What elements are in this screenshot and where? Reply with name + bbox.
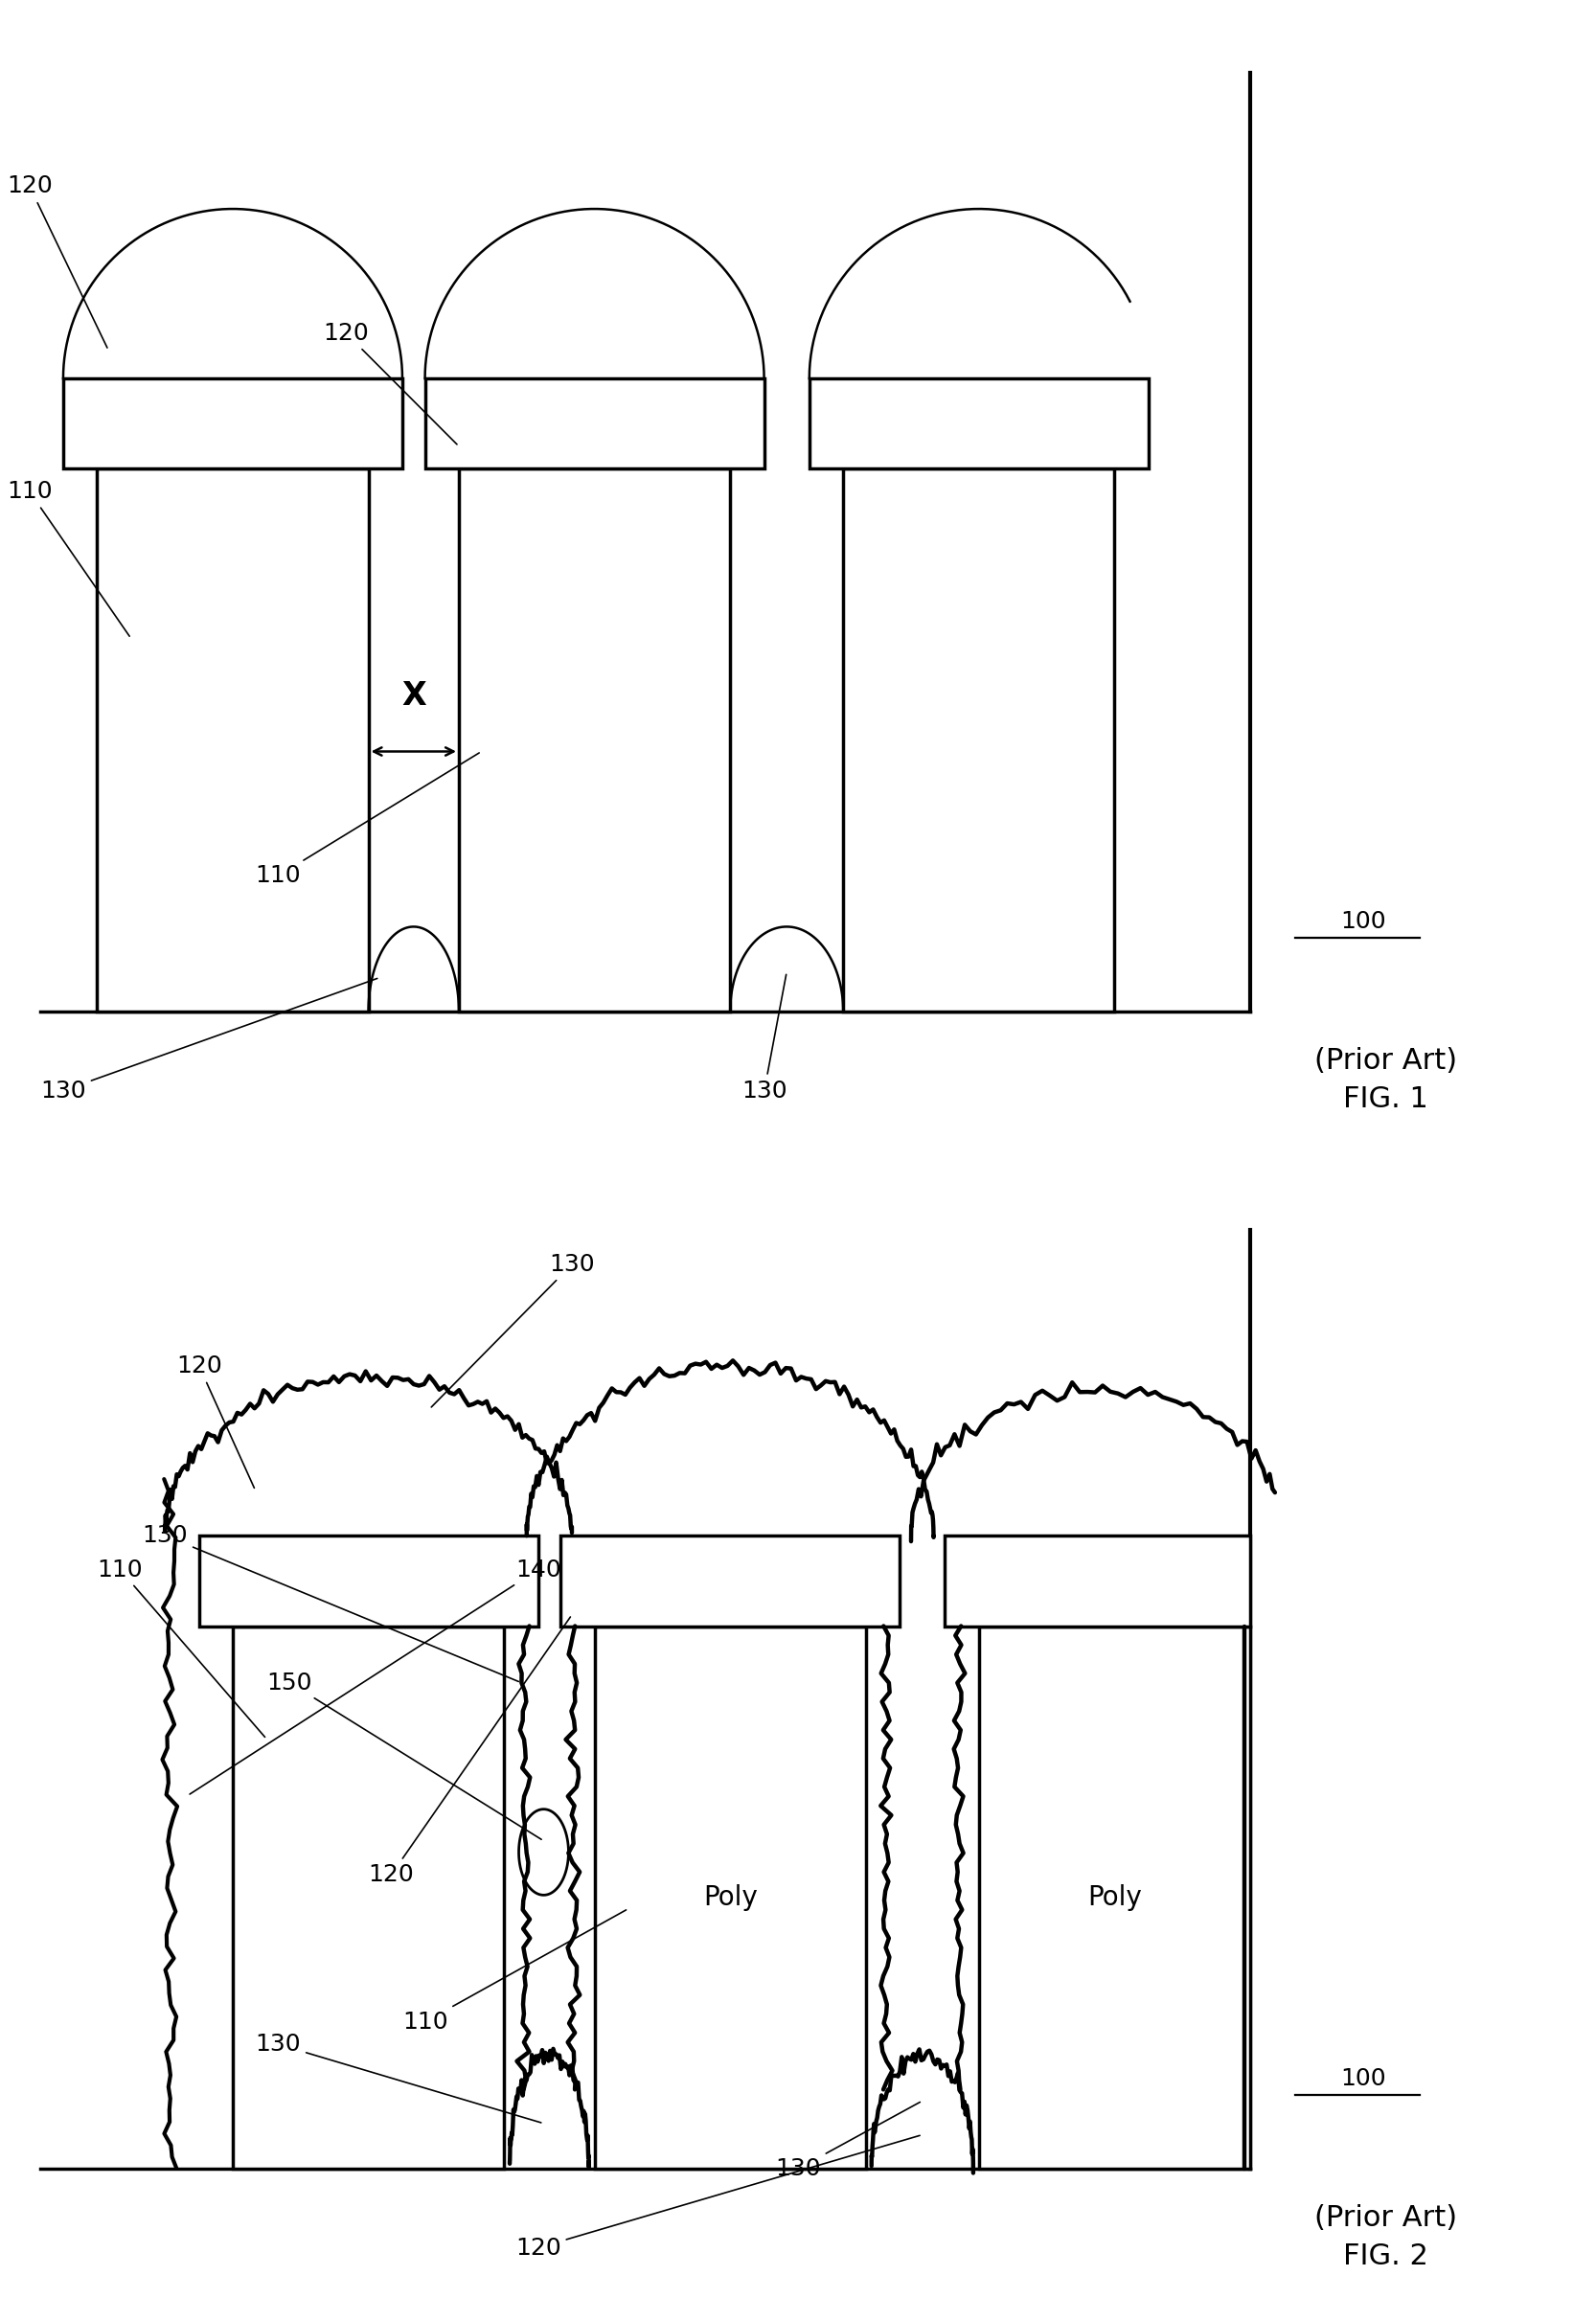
Text: 110: 110	[402, 1910, 626, 2033]
Bar	[843, 469, 1114, 1012]
Bar	[233, 1627, 504, 2168]
Text: 130: 130	[255, 2033, 541, 2124]
Text: 140: 140	[190, 1557, 562, 1794]
Text: 130: 130	[742, 975, 787, 1102]
Bar	[97, 469, 369, 1012]
Bar	[200, 1537, 538, 1627]
Text: 100: 100	[1341, 910, 1387, 933]
Bar	[595, 1627, 865, 2168]
Bar	[945, 1537, 1250, 1627]
Text: 110: 110	[255, 752, 479, 887]
Bar	[64, 378, 402, 469]
Text: Poly: Poly	[1087, 1885, 1141, 1910]
Text: 120: 120	[324, 323, 456, 443]
Text: Poly: Poly	[702, 1885, 758, 1910]
Text: 120: 120	[369, 1618, 570, 1887]
Text: 120: 120	[516, 2135, 919, 2258]
Text: 120: 120	[6, 174, 107, 348]
Text: (Prior Art)
FIG. 1: (Prior Art) FIG. 1	[1315, 1047, 1457, 1114]
Text: 120: 120	[176, 1355, 254, 1488]
Text: 130: 130	[431, 1253, 595, 1407]
Text: 150: 150	[267, 1671, 541, 1841]
Bar	[425, 378, 764, 469]
Bar	[560, 1537, 900, 1627]
Text: 110: 110	[97, 1557, 265, 1736]
Text: 100: 100	[1341, 2066, 1387, 2089]
Bar	[460, 469, 731, 1012]
Text: 110: 110	[6, 480, 129, 636]
Text: 130: 130	[142, 1525, 519, 1680]
Text: (Prior Art)
FIG. 2: (Prior Art) FIG. 2	[1315, 2205, 1457, 2270]
Text: X: X	[401, 680, 426, 713]
Text: 130: 130	[40, 979, 377, 1102]
Bar	[978, 1627, 1250, 2168]
Bar	[809, 378, 1149, 469]
Text: 130: 130	[776, 2103, 919, 2179]
